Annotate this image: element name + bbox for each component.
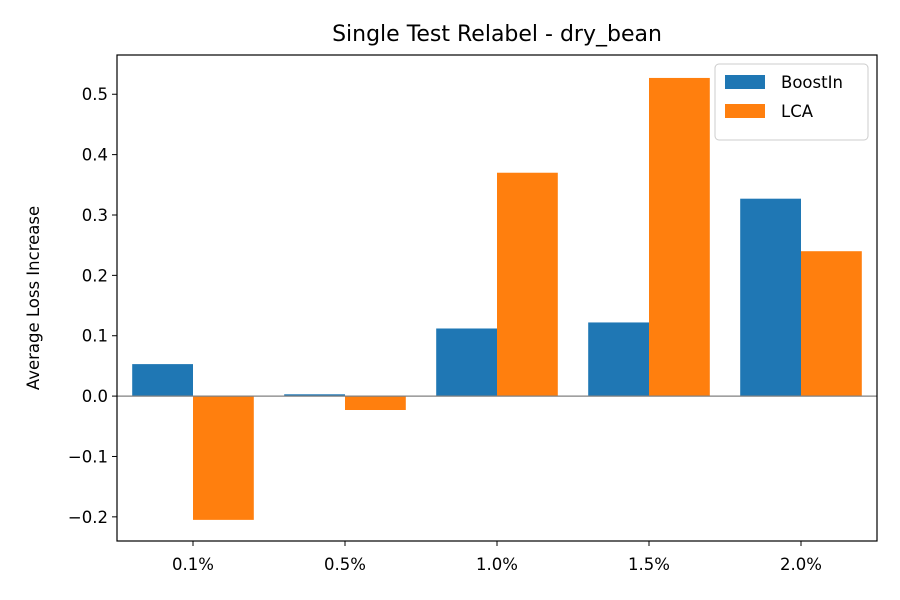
chart-title: Single Test Relabel - dry_bean — [332, 22, 662, 47]
x-tick-label: 0.1% — [172, 555, 214, 574]
y-tick-label: 0.3 — [82, 206, 108, 225]
plot-area: 0.1% 0.5% 1.0% 1.5% 2.0% −0.2 −0.1 0.0 0.1 0.2 0.3… — [68, 54, 878, 574]
bar-lca-5 — [801, 251, 862, 397]
bar-boostin-3 — [436, 328, 497, 397]
y-axis-label: Average Loss Increase — [24, 206, 43, 390]
bar-boostin-2 — [284, 394, 345, 397]
x-tick-label: 0.5% — [324, 555, 366, 574]
y-tick-label: 0.2 — [82, 266, 108, 285]
x-tick-label: 1.0% — [476, 555, 518, 574]
legend-label-boostin: BoostIn — [781, 73, 843, 92]
bar-lca-3 — [497, 172, 558, 397]
y-tick-label: 0.0 — [82, 387, 108, 406]
legend-label-lca: LCA — [781, 102, 814, 121]
bar-lca-4 — [649, 77, 710, 397]
y-tick-label: −0.1 — [68, 447, 108, 466]
bar-boostin-5 — [740, 198, 801, 397]
plot-frame — [116, 54, 878, 542]
bar-lca-1 — [193, 396, 254, 520]
x-tick-label: 1.5% — [628, 555, 670, 574]
bar-boostin-4 — [588, 322, 649, 397]
bar-boostin-1 — [132, 364, 193, 397]
legend-swatch-lca — [725, 104, 765, 118]
y-tick-label: 0.5 — [82, 85, 108, 104]
y-tick-label: 0.4 — [82, 146, 108, 165]
y-tick-label: −0.2 — [68, 508, 108, 527]
x-tick-label: 2.0% — [780, 555, 822, 574]
bar-lca-2 — [345, 396, 406, 410]
y-tick-label: 0.1 — [82, 327, 108, 346]
legend-swatch-boostin — [725, 75, 765, 89]
